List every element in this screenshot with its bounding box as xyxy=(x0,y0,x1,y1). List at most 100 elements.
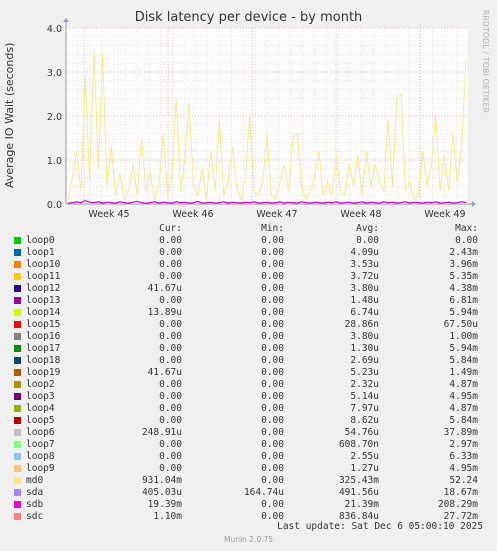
legend-swatch xyxy=(14,285,21,292)
legend-max-value: 0.00 xyxy=(455,235,478,246)
legend-cur-value: 0.00 xyxy=(159,247,182,258)
legend-row: sdb 19.39m 0.00 21.39m 208.29m xyxy=(0,499,497,511)
legend-min-value: 0.00 xyxy=(261,283,284,294)
legend-max-value: 4.95m xyxy=(449,463,478,474)
legend-max-value: 5.94m xyxy=(449,343,478,354)
legend-swatch xyxy=(14,297,21,304)
series-line-md0 xyxy=(67,49,467,202)
legend-device-name: loop4 xyxy=(26,403,55,414)
legend-swatch xyxy=(14,453,21,460)
legend-avg-value: 1.30u xyxy=(350,343,379,354)
y-tick-label: 4.0 xyxy=(47,24,62,35)
legend-row: loop0 0.00 0.00 0.00 0.00 xyxy=(0,235,497,247)
legend-avg-value: 28.86n xyxy=(344,319,379,330)
legend-avg-value: 3.53u xyxy=(350,259,379,270)
legend-device-name: sdc xyxy=(26,511,44,522)
legend-swatch xyxy=(14,273,21,280)
legend-min-value: 0.00 xyxy=(261,247,284,258)
legend-min-value: 0.00 xyxy=(261,295,284,306)
legend-swatch xyxy=(14,321,21,328)
y-tick-label: 1.0 xyxy=(47,156,62,167)
x-axis-arrow-icon xyxy=(472,201,476,207)
x-tick-label: Week 49 xyxy=(424,209,465,220)
legend-max-value: 4.87m xyxy=(449,403,478,414)
legend-min-value: 0.00 xyxy=(261,499,284,510)
legend-device-name: loop5 xyxy=(26,415,55,426)
legend-max-value: 5.84m xyxy=(449,355,478,366)
legend-min-value: 0.00 xyxy=(261,451,284,462)
legend-cur-value: 41.67u xyxy=(147,367,182,378)
legend-swatch xyxy=(14,489,21,496)
legend-avg-value: 8.62u xyxy=(350,415,379,426)
legend-swatch xyxy=(14,261,21,268)
legend-swatch xyxy=(14,369,21,376)
legend-min-value: 0.00 xyxy=(261,427,284,438)
legend-min-value: 164.74u xyxy=(243,487,284,498)
legend-row: loop2 0.00 0.00 2.32u 4.87m xyxy=(0,379,497,391)
legend-cur-value: 0.00 xyxy=(159,379,182,390)
legend-max-value: 6.81m xyxy=(449,295,478,306)
legend-row: loop6 248.91u 0.00 54.76u 37.89m xyxy=(0,427,497,439)
legend-max-value: 208.29m xyxy=(437,499,478,510)
legend-min-value: 0.00 xyxy=(261,235,284,246)
legend-device-name: loop11 xyxy=(26,271,61,282)
legend-max-value: 1.00m xyxy=(449,331,478,342)
legend-max-value: 3.96m xyxy=(449,259,478,270)
x-tick-label: Week 46 xyxy=(172,209,213,220)
legend-min-value: 0.00 xyxy=(261,463,284,474)
legend-avg-value: 5.14u xyxy=(350,391,379,402)
legend-avg-value: 1.48u xyxy=(350,295,379,306)
legend-device-name: loop9 xyxy=(26,463,55,474)
legend-min-value: 0.00 xyxy=(261,259,284,270)
x-tick-label: Week 48 xyxy=(340,209,381,220)
legend-device-name: sda xyxy=(26,487,44,498)
legend-swatch xyxy=(14,405,21,412)
legend-max-value: 27.72m xyxy=(443,511,478,522)
legend-row: loop15 0.00 0.00 28.86n 67.50u xyxy=(0,319,497,331)
legend-min-value: 0.00 xyxy=(261,415,284,426)
legend-cur-value: 1.10m xyxy=(153,511,182,522)
legend-min-value: 0.00 xyxy=(261,355,284,366)
legend-max-value: 4.95m xyxy=(449,391,478,402)
legend-max-value: 4.38m xyxy=(449,283,478,294)
legend-max-value: 5.84m xyxy=(449,415,478,426)
legend-row: md0 931.04m 0.00 325.43m 52.24 xyxy=(0,475,497,487)
legend-cur-value: 0.00 xyxy=(159,319,182,330)
header-min: Min: xyxy=(261,223,284,234)
legend-avg-value: 3.80u xyxy=(350,331,379,342)
x-tick-labels: Week 45 Week 46 Week 47 Week 48 Week 49 xyxy=(88,209,465,220)
legend-swatch xyxy=(14,417,21,424)
legend-row: loop14 13.89u 0.00 6.74u 5.94m xyxy=(0,307,497,319)
legend-max-value: 18.67m xyxy=(443,487,478,498)
legend-device-name: loop1 xyxy=(26,247,55,258)
legend-cur-value: 13.89u xyxy=(147,307,182,318)
legend-row: loop7 0.00 0.00 608.70n 2.97m xyxy=(0,439,497,451)
legend-avg-value: 3.72u xyxy=(350,271,379,282)
legend-cur-value: 0.00 xyxy=(159,259,182,270)
legend-avg-value: 6.74u xyxy=(350,307,379,318)
legend-row: loop4 0.00 0.00 7.97u 4.87m xyxy=(0,403,497,415)
legend-swatch xyxy=(14,513,21,520)
legend-swatch xyxy=(14,357,21,364)
munin-version: Munin 2.0.75 xyxy=(223,535,274,544)
chart-title: Disk latency per device - by month xyxy=(134,10,363,25)
legend-max-value: 37.89m xyxy=(443,427,478,438)
legend-row: loop19 41.67u 0.00 5.23u 1.49m xyxy=(0,367,497,379)
legend-max-value: 67.50u xyxy=(443,319,478,330)
legend-row: loop5 0.00 0.00 8.62u 5.84m xyxy=(0,415,497,427)
legend-cur-value: 0.00 xyxy=(159,295,182,306)
axes-group xyxy=(63,18,476,207)
legend-avg-value: 0.00 xyxy=(356,235,379,246)
legend-row: loop13 0.00 0.00 1.48u 6.81m xyxy=(0,295,497,307)
legend-cur-value: 0.00 xyxy=(159,343,182,354)
x-tick-label: Week 47 xyxy=(256,209,297,220)
legend-device-name: loop15 xyxy=(26,319,61,330)
legend-device-name: loop17 xyxy=(26,343,61,354)
legend-max-value: 2.43m xyxy=(449,247,478,258)
legend-device-name: md0 xyxy=(26,475,44,486)
legend-cur-value: 0.00 xyxy=(159,463,182,474)
legend-cur-value: 931.04m xyxy=(141,475,182,486)
legend-min-value: 0.00 xyxy=(261,319,284,330)
legend-device-name: loop19 xyxy=(26,367,61,378)
